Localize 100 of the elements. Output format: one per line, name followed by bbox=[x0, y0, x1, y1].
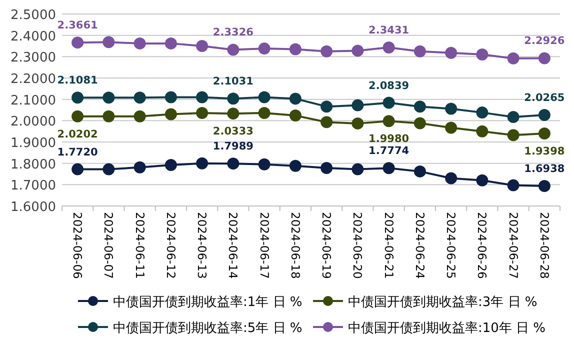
point bbox=[320, 45, 333, 58]
data-label: 2.3431 bbox=[368, 24, 410, 36]
point bbox=[352, 117, 364, 130]
x-tick-label: 2024-06-25 bbox=[444, 212, 458, 279]
point bbox=[507, 111, 520, 124]
point bbox=[72, 163, 84, 176]
data-label: 2.3661 bbox=[57, 20, 98, 32]
x-tick-label: 2024-06-21 bbox=[382, 212, 396, 279]
point bbox=[352, 44, 364, 57]
point bbox=[134, 37, 146, 50]
legend-label: 中债国开债到期收益率:10年 日 % bbox=[348, 320, 546, 336]
point bbox=[507, 179, 520, 192]
point bbox=[445, 122, 458, 134]
data-label: 1.9398 bbox=[524, 146, 565, 158]
point bbox=[507, 129, 520, 142]
x-tick-label: 2024-06-12 bbox=[164, 212, 178, 279]
x-tick-label: 2024-06-14 bbox=[226, 212, 240, 279]
point bbox=[134, 92, 146, 104]
point bbox=[476, 106, 488, 119]
x-tick-label: 2024-06-18 bbox=[288, 212, 302, 279]
point bbox=[476, 125, 488, 138]
data-label: 2.1031 bbox=[212, 76, 254, 88]
point bbox=[102, 163, 115, 176]
y-tick-label: 1.7000 bbox=[10, 178, 56, 194]
legend-label: 中债国开债到期收益率:1年 日 % bbox=[113, 294, 302, 310]
x-tick-label: 2024-06-17 bbox=[257, 212, 272, 279]
point bbox=[72, 110, 84, 122]
point bbox=[538, 109, 550, 122]
x-tick-label: 2024-06-20 bbox=[350, 212, 365, 279]
data-label: 2.0839 bbox=[368, 80, 410, 92]
data-label: 1.6938 bbox=[524, 162, 565, 175]
data-label: 2.3326 bbox=[212, 26, 254, 39]
x-tick-label: 2024-06-11 bbox=[132, 212, 147, 279]
point bbox=[164, 108, 177, 120]
point bbox=[414, 165, 426, 178]
point bbox=[258, 91, 270, 104]
data-label: 1.9980 bbox=[368, 133, 410, 146]
point bbox=[445, 102, 458, 115]
point bbox=[227, 92, 240, 105]
data-label: 1.7774 bbox=[368, 145, 410, 158]
point bbox=[258, 106, 270, 119]
point bbox=[289, 43, 302, 56]
point bbox=[476, 48, 488, 61]
point bbox=[320, 100, 333, 113]
data-label: 2.1081 bbox=[57, 74, 98, 87]
point bbox=[72, 36, 84, 49]
point bbox=[352, 99, 364, 112]
point bbox=[164, 159, 177, 172]
point bbox=[445, 172, 458, 184]
y-tick-label: 2.0000 bbox=[10, 114, 56, 130]
point bbox=[538, 180, 550, 192]
x-tick-label: 2024-06-06 bbox=[70, 212, 85, 279]
point bbox=[227, 158, 240, 170]
point bbox=[164, 37, 177, 50]
point bbox=[382, 162, 395, 174]
y-tick-label: 2.5000 bbox=[10, 8, 56, 23]
data-label: 1.7720 bbox=[57, 146, 98, 158]
data-label: 1.7989 bbox=[212, 140, 254, 153]
y-tick-label: 2.2000 bbox=[10, 72, 56, 87]
y-tick-label: 1.8000 bbox=[10, 157, 56, 172]
point bbox=[134, 110, 146, 122]
x-tick-label: 2024-06-24 bbox=[412, 212, 427, 279]
point bbox=[196, 106, 208, 119]
point bbox=[507, 52, 520, 64]
x-tick-label: 2024-06-07 bbox=[102, 212, 116, 279]
x-tick-label: 2024-06-19 bbox=[320, 212, 334, 279]
point bbox=[134, 161, 146, 174]
point bbox=[196, 157, 208, 170]
point bbox=[382, 41, 395, 54]
point bbox=[445, 46, 458, 59]
point bbox=[414, 45, 426, 58]
point bbox=[72, 92, 84, 104]
x-tick-label: 2024-06-26 bbox=[475, 212, 490, 279]
point bbox=[414, 100, 426, 113]
y-tick-label: 1.9000 bbox=[10, 136, 56, 151]
point bbox=[414, 117, 426, 130]
point bbox=[258, 158, 270, 170]
y-tick-label: 1.6000 bbox=[10, 200, 56, 215]
point bbox=[258, 42, 270, 55]
point bbox=[102, 36, 115, 48]
point bbox=[164, 91, 177, 104]
x-tick-label: 2024-06-28 bbox=[537, 212, 552, 279]
legend-label: 中债国开债到期收益率:3年 日 % bbox=[348, 294, 538, 310]
point bbox=[196, 91, 208, 104]
point bbox=[538, 52, 550, 64]
point bbox=[382, 115, 395, 128]
y-tick-label: 2.4000 bbox=[10, 29, 56, 44]
data-label: 2.0202 bbox=[57, 128, 98, 140]
y-tick-label: 2.3000 bbox=[10, 50, 56, 66]
point bbox=[476, 174, 488, 186]
data-label: 2.0333 bbox=[212, 126, 254, 138]
data-label: 2.0265 bbox=[524, 92, 565, 104]
legend-label: 中债国开债到期收益率:5年 日 % bbox=[113, 320, 302, 336]
point bbox=[196, 40, 208, 52]
point bbox=[538, 128, 550, 140]
y-tick-label: 2.1000 bbox=[10, 93, 56, 108]
point bbox=[227, 44, 240, 56]
point bbox=[289, 160, 302, 172]
point bbox=[102, 92, 115, 104]
point bbox=[382, 96, 395, 109]
